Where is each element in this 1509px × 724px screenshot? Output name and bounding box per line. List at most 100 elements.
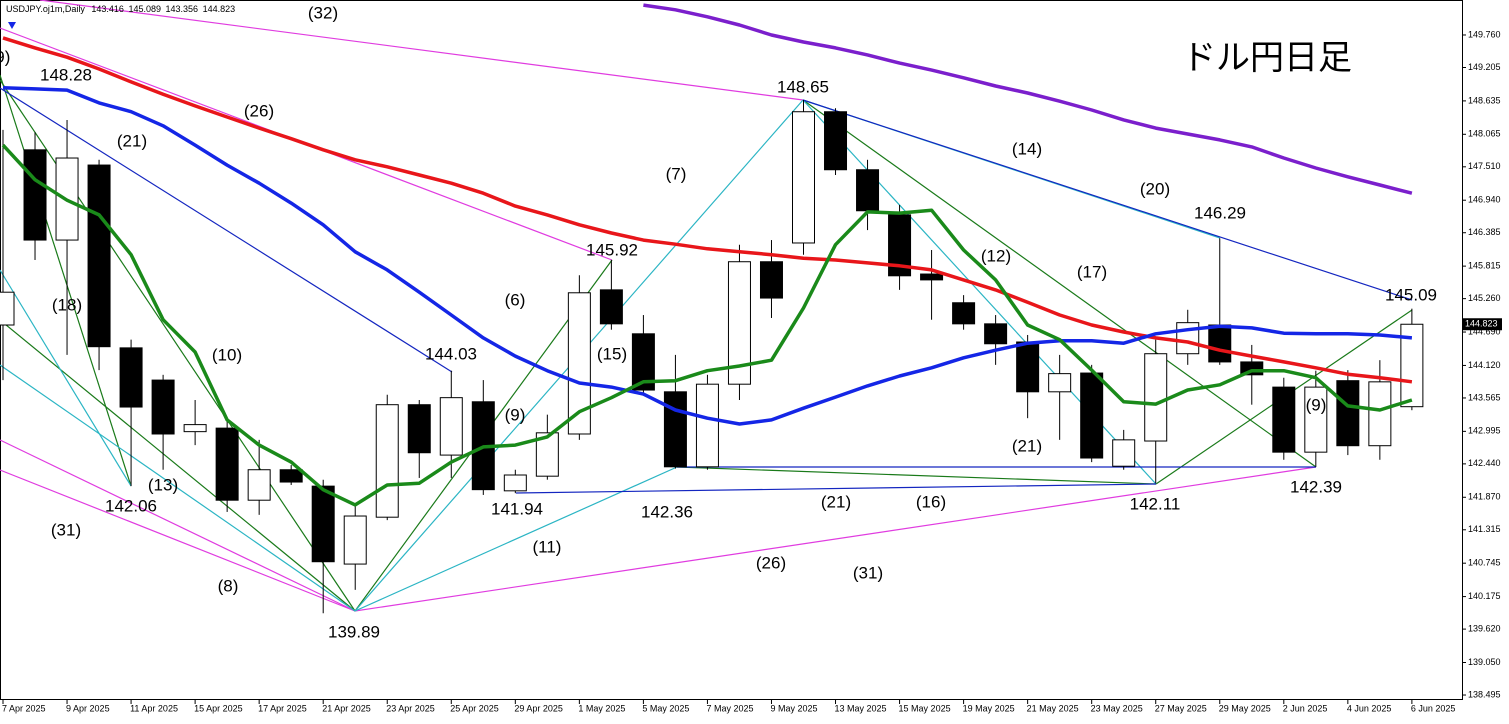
- y-tick-label: 141.315: [1468, 524, 1501, 534]
- trend-line: [39, 0, 804, 101]
- candle-body: [759, 261, 783, 299]
- candle-body: [1112, 439, 1136, 467]
- low-value: 143.356: [166, 4, 199, 14]
- y-tick-label: 143.565: [1468, 392, 1501, 402]
- candle-body: [1144, 353, 1168, 442]
- candle-body: [23, 149, 47, 241]
- candle-body: [0, 291, 15, 326]
- marks: [0, 3, 1424, 614]
- annotation: 141.94: [491, 499, 543, 518]
- candle-body: [792, 111, 815, 244]
- y-tick-label: 146.385: [1468, 227, 1501, 237]
- x-tick-label: 6 Jun 2025: [1411, 703, 1456, 713]
- y-tick-label: 142.995: [1468, 426, 1501, 436]
- moving-average: [643, 3, 1413, 195]
- candle-body: [87, 164, 111, 348]
- moving-average: [2, 85, 1413, 426]
- trend-line: [0, 269, 132, 487]
- candle-body: [1336, 380, 1360, 447]
- x-tick-label: 9 May 2025: [770, 703, 817, 713]
- candle-body: [1208, 324, 1232, 363]
- x-tick-label: 27 May 2025: [1155, 703, 1207, 713]
- candle-body: [888, 214, 912, 277]
- x-tick-label: 11 Apr 2025: [130, 703, 178, 713]
- candle-body: [631, 333, 655, 391]
- high-value: 145.089: [128, 4, 161, 14]
- x-tick-label: 9 Apr 2025: [66, 703, 110, 713]
- candle-body: [695, 383, 719, 468]
- trend-line: [515, 483, 1157, 494]
- candle-body: [1016, 341, 1040, 393]
- x-tick-label: 19 May 2025: [963, 703, 1015, 713]
- y-tick-label: 139.050: [1468, 657, 1501, 667]
- annotation: 142.11: [1130, 494, 1181, 513]
- annotation: (10): [212, 345, 242, 364]
- candle-body: [535, 432, 559, 477]
- candle-body: [375, 404, 399, 518]
- candle-body: [343, 515, 367, 565]
- annotation: (6): [505, 290, 526, 309]
- candle-body: [1368, 381, 1392, 447]
- trend-line: [354, 466, 1317, 612]
- x-tick-label: 25 Apr 2025: [450, 703, 499, 713]
- trend-line: [802, 99, 1413, 301]
- annotation: (7): [666, 164, 687, 183]
- candle-body: [439, 397, 463, 456]
- annotation: (20): [1140, 179, 1170, 198]
- open-value: 143.416: [91, 4, 124, 14]
- annotation: (9): [505, 405, 526, 424]
- x-tick-label: 21 May 2025: [1027, 703, 1079, 713]
- y-tick-label: 144.120: [1468, 360, 1501, 370]
- annotation: (9): [0, 47, 10, 66]
- candle-body: [1272, 386, 1296, 453]
- annotation: (9): [1306, 395, 1327, 414]
- candle-body: [503, 474, 527, 492]
- candle-body: [727, 261, 751, 385]
- trend-line: [0, 74, 132, 487]
- price-box: [1462, 318, 1502, 331]
- annotation: 145.92: [586, 240, 638, 259]
- trend-lines: [0, 0, 1413, 612]
- close-value: 144.823: [203, 4, 236, 14]
- x-tick-label: 23 Apr 2025: [386, 703, 435, 713]
- y-tick-label: 147.510: [1468, 161, 1501, 171]
- y-tick-label: 140.175: [1468, 591, 1501, 601]
- y-tick-label: 144.690: [1468, 326, 1501, 336]
- annotation: (18): [52, 295, 82, 314]
- header: USDJPY.oj1m,Daily 143.416 145.089 143.35…: [6, 4, 235, 14]
- annotation: 139.89: [328, 622, 380, 641]
- candle-body: [215, 427, 239, 501]
- candle-body: [407, 404, 431, 454]
- candle-body: [183, 424, 207, 433]
- candle-body: [1304, 386, 1328, 453]
- moving-average: [2, 36, 1413, 384]
- annotation: (31): [853, 563, 883, 582]
- y-tick-label: 139.620: [1468, 623, 1501, 633]
- chart-title: ドル円日足: [1182, 39, 1352, 77]
- candle-body: [151, 379, 175, 435]
- annotation: 146.29: [1194, 203, 1246, 222]
- annotations: (32) (9) 148.28 (26) (21) (18) (10) (13)…: [0, 3, 1437, 641]
- symbol: USDJPY.oj1m,Daily: [6, 4, 85, 14]
- annotation: (15): [597, 344, 627, 363]
- candle-body: [599, 289, 623, 325]
- candle-body: [984, 323, 1008, 345]
- annotation: (8): [218, 576, 239, 595]
- marker: [8, 22, 16, 29]
- trend-line: [0, 364, 356, 612]
- candle-body: [567, 292, 591, 435]
- x-tick-label: 5 May 2025: [642, 703, 689, 713]
- trend-line: [676, 466, 1157, 485]
- x-tick-label: 23 May 2025: [1091, 703, 1143, 713]
- candle-body: [824, 111, 848, 171]
- candle-body: [279, 469, 303, 483]
- annotation: 142.36: [641, 502, 693, 521]
- candle-body: [952, 302, 976, 325]
- annotation: (32): [308, 3, 338, 22]
- annotation: (21): [821, 492, 851, 511]
- annotation: 145.09: [1385, 285, 1437, 304]
- x-tick-label: 2 Jun 2025: [1283, 703, 1328, 713]
- annotation: (11): [533, 537, 562, 556]
